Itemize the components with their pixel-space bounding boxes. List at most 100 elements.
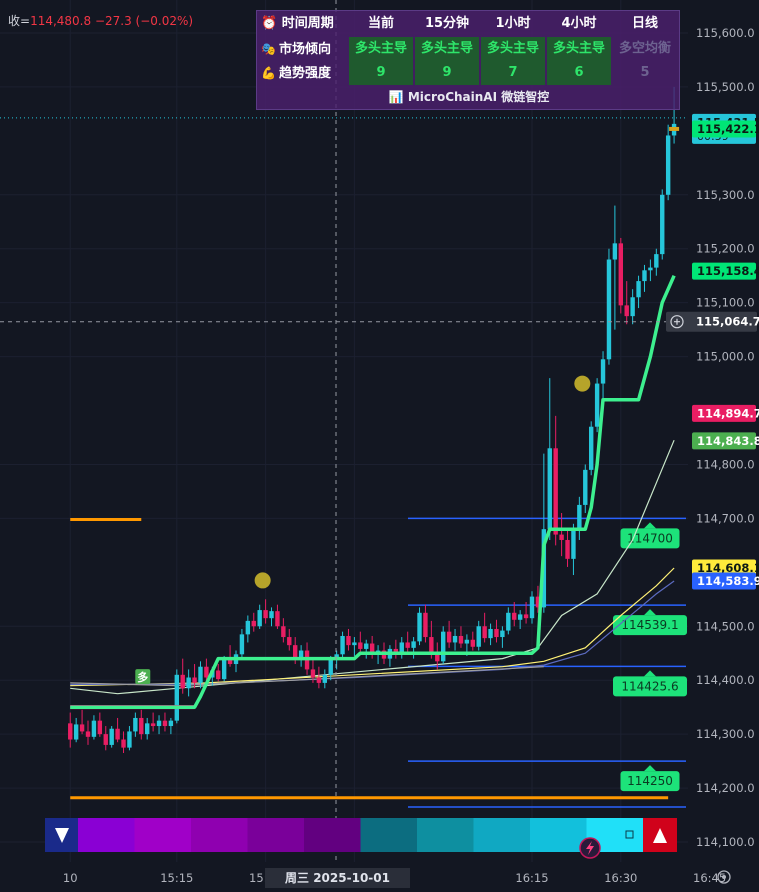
price-tag-label: 115,422.1 xyxy=(697,122,759,136)
price-tag: 114,608.1 xyxy=(692,559,759,577)
candle-body xyxy=(452,635,458,643)
candle-body xyxy=(594,383,600,427)
candle-body xyxy=(535,596,541,608)
candle-body xyxy=(162,720,168,727)
price-tick-label: 114,500.0 xyxy=(696,619,755,633)
trend-table: ⏰ 时间周期 当前 15分钟 1小时 4小时 日线 🎭 市场倾向 多头主导 多头主… xyxy=(256,10,680,110)
header-15m: 15分钟 xyxy=(424,16,470,31)
candle-body xyxy=(547,448,552,530)
change-value: −27.3 (−0.02%) xyxy=(94,14,194,28)
level-tag-label: 114425.6 xyxy=(621,679,678,693)
price-tick-label: 115,300.0 xyxy=(696,188,755,202)
candle xyxy=(654,248,659,276)
candle xyxy=(192,664,197,689)
plus-icon xyxy=(674,318,680,325)
strength-daily: 5 xyxy=(640,65,650,80)
candle-body xyxy=(298,650,304,659)
candle-body xyxy=(559,534,564,540)
candle xyxy=(79,709,85,735)
price-tag-label: 114,608.1 xyxy=(697,561,759,575)
price-tick-label: 115,200.0 xyxy=(696,242,755,256)
candle-body xyxy=(73,724,79,740)
heatbar-segment xyxy=(417,818,474,852)
candle-body xyxy=(198,666,203,683)
crosshair-date-label: 周三 2025-10-01 15:59 xyxy=(265,868,410,892)
header-1h: 1小时 xyxy=(495,16,531,31)
candle-body xyxy=(180,674,185,689)
candle-body xyxy=(494,628,499,638)
price-tick-label: 114,100.0 xyxy=(696,835,755,849)
candle-body xyxy=(464,639,470,644)
candle-body xyxy=(441,631,446,662)
candle xyxy=(606,248,612,365)
candle-body xyxy=(446,631,452,643)
candle xyxy=(535,585,541,613)
trend-table-bias-row: 🎭 市场倾向 多头主导 多头主导 多头主导 多头主导 多空均衡 xyxy=(257,37,681,61)
plus-circle-icon xyxy=(670,315,684,329)
candle-body xyxy=(68,723,73,740)
candle xyxy=(482,612,487,643)
candle xyxy=(665,124,671,201)
buy-signal-badge: 多 xyxy=(135,669,151,685)
candle xyxy=(435,642,440,670)
header-timeframe: ⏰ 时间周期 xyxy=(261,16,334,31)
bias-4h: 多头主导 xyxy=(547,37,611,61)
candle-body xyxy=(293,645,298,659)
candle xyxy=(547,378,552,540)
candle-body xyxy=(358,642,363,649)
candle xyxy=(322,669,327,689)
candle-body xyxy=(476,626,481,647)
candle xyxy=(281,618,286,643)
candle-body xyxy=(435,653,440,662)
trail-stop-line xyxy=(70,274,676,709)
candle-body xyxy=(115,728,120,740)
candle-body xyxy=(423,612,428,638)
candle-body xyxy=(512,612,517,620)
candle xyxy=(494,619,499,643)
candle xyxy=(452,628,458,651)
candle xyxy=(91,715,97,740)
price-tag: 115,422.1 xyxy=(692,120,759,138)
candle-body xyxy=(103,734,108,745)
header-4h: 4小时 xyxy=(561,16,597,31)
candle xyxy=(642,264,647,292)
moving-average-line xyxy=(70,580,675,686)
candle-body xyxy=(565,539,570,559)
candle xyxy=(127,726,132,751)
candle-body xyxy=(636,281,641,298)
candle xyxy=(168,717,174,735)
candle-body xyxy=(571,529,576,559)
price-tick-label: 114,700.0 xyxy=(696,511,755,525)
candle-body xyxy=(186,677,191,689)
candle-body xyxy=(275,611,280,627)
level-tag-label: 114700 xyxy=(627,531,673,545)
candle xyxy=(150,712,156,732)
candle xyxy=(97,712,103,737)
candle-body xyxy=(411,641,416,648)
candle-body xyxy=(630,297,635,317)
candle-body xyxy=(624,305,629,317)
level-tag-arrow xyxy=(644,609,656,616)
candle-body xyxy=(399,642,404,654)
candle-body xyxy=(121,739,126,748)
settings-gear-center xyxy=(722,875,726,879)
candle-body xyxy=(429,637,434,654)
candle-body xyxy=(352,642,357,646)
level-tag-arrow xyxy=(644,670,656,677)
candle xyxy=(346,628,351,651)
header-current: 当前 xyxy=(367,16,394,31)
candle xyxy=(559,513,564,557)
level-tag: 114425.6 xyxy=(613,670,687,697)
candle xyxy=(630,289,635,325)
crosshair-price-box xyxy=(666,311,757,332)
level-tag-box xyxy=(613,676,687,697)
level-tag-label: 114539.1 xyxy=(621,618,678,632)
strength-current: 9 xyxy=(349,61,413,85)
heatbar-segment xyxy=(360,818,418,852)
level-tag-arrow xyxy=(644,765,656,772)
candle-body xyxy=(364,643,369,649)
candle-body xyxy=(589,426,594,470)
candle xyxy=(133,712,138,737)
candle xyxy=(156,715,162,735)
